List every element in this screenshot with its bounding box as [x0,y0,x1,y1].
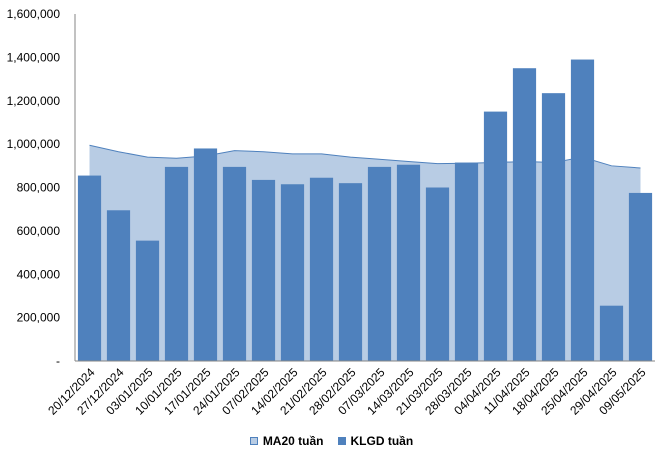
y-tick-label: - [56,354,60,368]
bar-klgd [309,177,334,361]
legend: MA20 tuần KLGD tuần [0,434,663,448]
y-tick-label: 200,000 [17,311,61,325]
y-tick-label: 1,600,000 [7,7,61,21]
bar-layer [77,59,653,362]
bar-klgd [338,183,363,361]
bar-klgd [396,164,421,361]
legend-item-ma20: MA20 tuần [249,434,324,448]
bar-klgd [628,192,653,361]
legend-label-klgd: KLGD tuần [350,434,414,448]
bar-klgd [222,166,247,361]
y-tick-label: 1,400,000 [7,50,61,64]
bar-klgd [570,59,595,361]
bar-klgd [512,68,537,361]
legend-item-klgd: KLGD tuần [337,434,414,448]
y-tick-label: 600,000 [17,224,61,238]
bar-klgd [77,175,102,361]
legend-label-ma20: MA20 tuần [262,434,324,448]
y-tick-label: 400,000 [17,267,61,281]
bar-klgd [193,148,218,361]
bar-klgd [541,93,566,362]
bar-klgd [251,179,276,361]
bar-klgd [599,305,624,361]
y-tick-label: 800,000 [17,181,61,195]
bar-klgd [425,187,450,361]
bar-klgd [106,210,131,361]
legend-swatch-klgd [337,437,346,445]
bar-klgd [164,166,189,361]
bar-klgd [367,166,392,361]
legend-swatch-ma20 [249,437,258,445]
bar-klgd [483,111,508,361]
axis-layer [74,14,655,362]
bar-klgd [454,162,479,361]
y-tick-label: 1,000,000 [7,137,61,151]
bar-klgd [280,184,305,361]
y-tick-label: 1,200,000 [7,94,61,108]
bar-klgd [135,240,160,361]
